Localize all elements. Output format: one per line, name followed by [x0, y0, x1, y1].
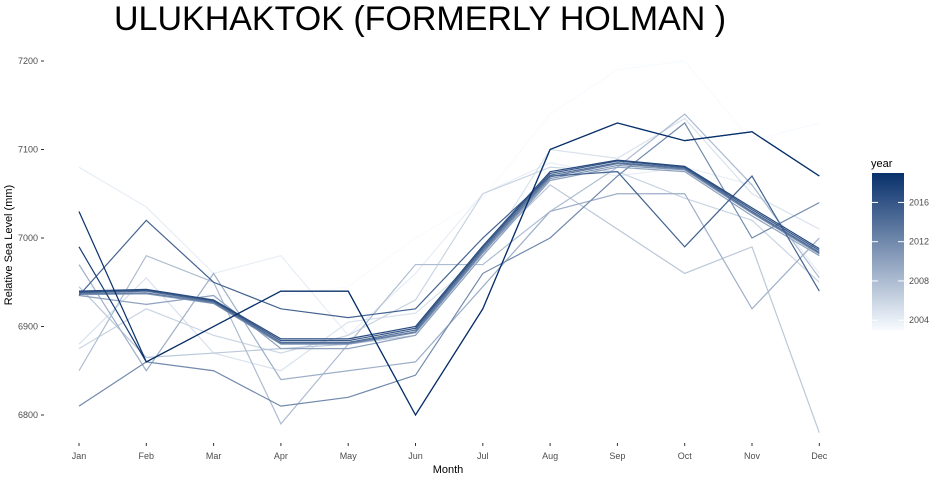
legend-ticks: 2004 2008 2012 2016 [872, 197, 929, 325]
x-axis: Jan Feb Mar Apr May Jun Jul Aug Sep Oct Nov Dec [72, 443, 828, 461]
legend-title: year [871, 158, 893, 170]
series-line-2011 [78, 164, 820, 345]
series-line-2016 [78, 160, 820, 342]
series-line-2017 [78, 159, 820, 340]
x-tick-label: Sep [609, 451, 625, 461]
series-lines [78, 60, 820, 433]
x-tick-label: Jan [72, 451, 87, 461]
legend-tick-label: 2016 [909, 197, 929, 207]
legend-tick-label: 2008 [909, 276, 929, 286]
legend: year 2004 2008 2012 2016 [871, 158, 929, 330]
legend-tick-label: 2012 [909, 237, 929, 247]
chart-title: ULUKHAKTOK (FORMERLY HOLMAN ) [114, 0, 727, 38]
x-tick-label: Oct [678, 451, 693, 461]
y-tick-label: 6800 [18, 410, 38, 420]
x-tick-label: Jun [408, 451, 423, 461]
x-tick-label: Dec [811, 451, 828, 461]
y-tick-label: 6900 [18, 322, 38, 332]
x-tick-label: Feb [139, 451, 155, 461]
series-line-2008 [78, 113, 820, 425]
series-line-2005 [78, 117, 820, 372]
y-tick-label: 7200 [18, 56, 38, 66]
series-line-2010 [78, 166, 820, 350]
x-tick-label: Nov [744, 451, 761, 461]
y-tick-label: 7000 [18, 233, 38, 243]
y-tick-label: 7100 [18, 145, 38, 155]
series-line-2014 [78, 162, 820, 344]
y-axis-title: Relative Sea Level (mm) [3, 185, 15, 305]
x-axis-title: Month [433, 464, 464, 476]
y-axis: 6800 6900 7000 7100 7200 [18, 56, 44, 420]
series-line-2019 [78, 122, 820, 417]
series-line-2006 [78, 166, 820, 354]
series-line-2018 [78, 122, 820, 417]
x-tick-label: May [340, 451, 358, 461]
series-line-2004 [78, 162, 820, 337]
series-line-2012 [78, 122, 820, 407]
legend-tick-label: 2004 [909, 315, 929, 325]
series-line-2003 [78, 60, 820, 297]
x-tick-label: Mar [206, 451, 222, 461]
series-line-2013 [78, 163, 820, 344]
x-tick-label: Jul [477, 451, 489, 461]
x-tick-label: Aug [542, 451, 558, 461]
legend-colorbar [872, 173, 904, 330]
x-tick-label: Apr [274, 451, 288, 461]
series-line-2015 [78, 171, 820, 319]
